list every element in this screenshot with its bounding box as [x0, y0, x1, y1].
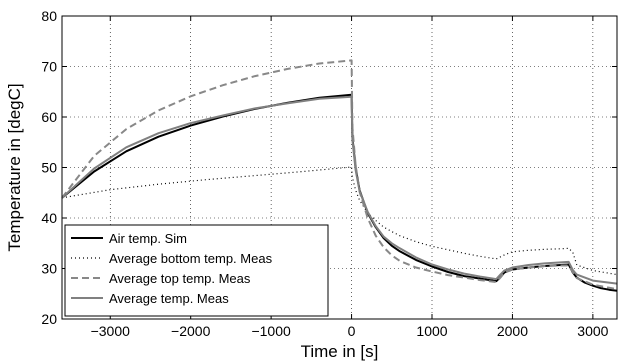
y-tick-label: 60	[41, 109, 57, 125]
y-axis-label: Temperature in [degC]	[5, 83, 24, 251]
x-tick-label: −3000	[91, 323, 131, 339]
x-tick-label: 3000	[577, 323, 608, 339]
y-tick-label: 70	[41, 59, 57, 75]
series-line-3	[61, 59, 618, 291]
legend-label-3: Average top temp. Meas	[109, 271, 251, 286]
x-tick-label: 2000	[497, 323, 528, 339]
y-tick-label: 50	[41, 160, 57, 176]
legend-label-2: Average bottom temp. Meas	[109, 251, 273, 266]
y-tick-label: 20	[41, 311, 57, 327]
legend-label-4: Average temp. Meas	[109, 291, 229, 306]
axis-ticks: −3000 −2000 −1000 0 1000 2000 3000 20 30 40 50 60 70…	[41, 8, 617, 339]
y-tick-label: 30	[41, 261, 57, 277]
legend-box	[64, 224, 329, 317]
y-tick-label: 80	[41, 8, 57, 24]
x-axis-label: Time in [s]	[301, 342, 379, 361]
legend-label-1: Air temp. Sim	[109, 231, 187, 246]
legend: Air temp. Sim Average bottom temp. Meas Av…	[64, 224, 329, 317]
y-tick-label: 40	[41, 210, 57, 226]
series-line-4	[61, 95, 618, 285]
x-tick-label: −1000	[251, 323, 291, 339]
x-tick-label: −2000	[171, 323, 211, 339]
series-group	[61, 59, 618, 292]
x-tick-label: 1000	[416, 323, 447, 339]
x-tick-label: 0	[348, 323, 356, 339]
